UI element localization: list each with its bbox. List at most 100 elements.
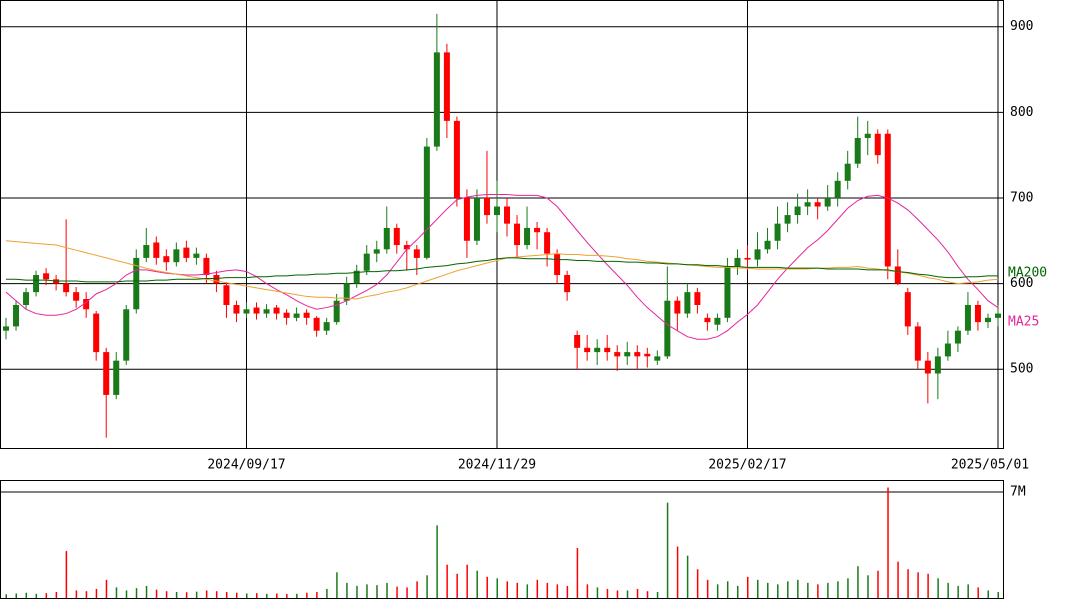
candle-body — [163, 256, 170, 263]
candle-body — [353, 270, 360, 284]
candle-body — [654, 356, 661, 361]
volume-bar — [266, 593, 268, 598]
volume-bar — [967, 584, 969, 598]
candle-body — [203, 257, 210, 276]
volume-bar — [686, 555, 689, 598]
candle-body — [854, 138, 861, 164]
candle-body — [293, 313, 300, 318]
volume-bar — [366, 584, 368, 598]
candle-body — [834, 180, 841, 198]
candle-body — [944, 343, 951, 357]
candle-body — [804, 202, 811, 207]
volume-bar — [215, 591, 218, 598]
volume-bar — [526, 584, 529, 598]
candle-body — [473, 197, 480, 241]
volume-bar — [386, 582, 388, 598]
candle-body — [554, 253, 561, 276]
candle-body — [814, 202, 821, 207]
candle-body — [524, 227, 531, 246]
volume-bar — [837, 581, 839, 598]
candle-body — [514, 223, 521, 246]
volume-bar — [55, 591, 58, 598]
volume-bar — [957, 585, 959, 598]
volume-bar — [817, 584, 819, 598]
candle-body — [644, 353, 651, 357]
volume-bar — [456, 573, 458, 598]
candle-body — [283, 312, 290, 318]
volume-bar — [75, 590, 78, 598]
volume-bar — [225, 591, 228, 598]
volume-bar — [115, 587, 118, 598]
volume-bar — [576, 548, 579, 598]
candle-body — [774, 223, 781, 241]
volume-bar — [947, 582, 949, 598]
candle-body — [504, 206, 511, 224]
volume-bar — [807, 582, 809, 598]
x-tick-label: 2024/11/29 — [458, 458, 536, 473]
volume-bar — [706, 579, 709, 598]
volume-bar — [286, 594, 288, 598]
candle-body — [193, 253, 200, 258]
volume-bar — [606, 588, 609, 598]
candle-body — [383, 227, 390, 250]
volume-bar — [516, 582, 519, 598]
volume-bar — [787, 581, 789, 598]
volume-bar — [586, 584, 589, 598]
volume-bar — [907, 569, 909, 598]
candle-body — [954, 330, 961, 344]
volume-bar — [726, 581, 729, 598]
candle-body — [874, 133, 881, 156]
candle-body — [934, 356, 941, 374]
candle-body — [884, 133, 891, 267]
candle-body — [113, 360, 120, 395]
volume-bar — [827, 582, 829, 598]
candle-body — [373, 249, 380, 254]
volume-bar — [406, 587, 408, 598]
candle-body — [243, 309, 250, 314]
volume-bar — [887, 487, 889, 598]
candle-body — [143, 245, 150, 258]
candle-body — [914, 326, 921, 361]
volume-bar — [105, 579, 108, 598]
candle-body — [594, 347, 601, 353]
candle-body — [574, 334, 581, 348]
volume-bar — [85, 591, 88, 598]
volume-bar — [336, 572, 338, 598]
candle-body — [684, 292, 691, 314]
candle-body — [153, 242, 160, 258]
candle-body — [433, 52, 440, 147]
candle-body — [724, 266, 731, 318]
candle-body — [93, 313, 100, 353]
volume-bar — [656, 591, 659, 598]
candle-body — [413, 249, 420, 258]
candle-body — [984, 317, 991, 323]
volume-bar — [45, 593, 48, 598]
volume-bar — [135, 588, 138, 598]
candle-body — [924, 360, 931, 374]
volume-bar — [696, 569, 699, 598]
volume-bar — [165, 591, 168, 598]
candle-body — [864, 133, 871, 139]
candle-body — [303, 312, 310, 318]
volume-bar — [626, 590, 629, 598]
volume-bar — [536, 579, 539, 598]
candle-body — [123, 309, 130, 361]
candle-body — [744, 257, 751, 260]
candle-body — [73, 292, 80, 301]
candle-body — [393, 227, 400, 246]
volume-bar — [596, 587, 599, 598]
candle-body — [624, 352, 631, 357]
candle-body — [313, 317, 320, 331]
candle-body — [483, 197, 490, 216]
volume-bar — [195, 591, 198, 598]
volume-bar — [917, 572, 919, 598]
candle-body — [754, 249, 761, 260]
volume-bar — [245, 593, 248, 598]
candle-body — [83, 299, 90, 310]
volume-bar — [15, 593, 18, 598]
volume-bar — [436, 525, 438, 598]
volume-bar — [777, 584, 779, 598]
volume-bar — [847, 578, 849, 598]
volume-bar — [466, 564, 468, 598]
candle-body — [323, 322, 330, 331]
